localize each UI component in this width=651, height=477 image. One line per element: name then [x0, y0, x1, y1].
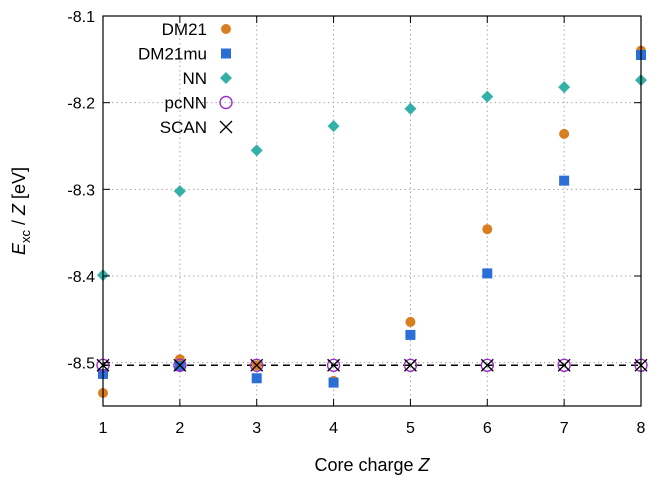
y-tick-label: -8.3: [67, 182, 95, 199]
point-pcnn: [250, 358, 264, 372]
point-nn: [481, 90, 494, 103]
plot-frame: [102, 15, 642, 407]
x-tick-label: 3: [252, 420, 261, 437]
x-tick-label: 2: [175, 420, 184, 437]
point-pcnn: [557, 358, 571, 372]
legend-marker-pcnn: [219, 95, 233, 110]
x-tick-label: 6: [483, 420, 492, 437]
legend-label-dm21mu: DM21mu: [138, 45, 207, 64]
x-ticks: 1 2 3 4 5 6 7 8: [99, 16, 646, 437]
y-ticks: -8.1 -8.2 -8.3 -8.4 -8.5: [67, 9, 641, 373]
y-tick-label: -8.1: [67, 9, 95, 26]
x-tick-label: 4: [329, 420, 338, 437]
legend-label-nn: NN: [182, 69, 207, 88]
point-scan: [173, 358, 187, 372]
point-dm21: [482, 224, 493, 235]
legend-marker-dm21: [221, 24, 231, 34]
point-scan: [327, 358, 341, 372]
point-pcnn: [480, 358, 494, 372]
point-scan: [557, 358, 571, 372]
point-pcnn: [403, 358, 418, 372]
y-axis-title: Exc / Z [eV]: [9, 167, 33, 255]
legend-marker-scan: [219, 120, 233, 134]
grid-lines: [103, 16, 641, 406]
x-tick-label: 8: [637, 420, 646, 437]
y-tick-label: -8.5: [67, 356, 95, 373]
point-nn: [250, 144, 263, 157]
legend-label-dm21: DM21: [162, 20, 207, 39]
legend-marker-dm21mu: [221, 48, 231, 59]
legend-label-scan: SCAN: [160, 118, 207, 137]
point-dm21mu: [559, 175, 570, 186]
legend: DM21 DM21mu NN pcNN SCAN: [138, 20, 233, 137]
point-nn: [558, 81, 571, 94]
point-dm21mu: [328, 377, 339, 388]
point-scan: [250, 358, 264, 372]
y-tick-label: -8.2: [67, 96, 95, 113]
point-nn: [173, 185, 186, 198]
point-dm21: [559, 128, 570, 139]
point-pcnn: [173, 358, 187, 372]
legend-marker-nn: [220, 72, 232, 84]
point-dm21: [405, 316, 416, 327]
x-tick-label: 1: [99, 420, 108, 437]
point-dm21mu: [251, 373, 262, 384]
x-tick-label: 7: [560, 420, 569, 437]
point-nn: [404, 102, 417, 115]
point-scan: [403, 358, 417, 372]
y-tick-label: -8.4: [67, 269, 95, 286]
point-pcnn: [326, 358, 341, 372]
x-axis-title: Core charge Z: [314, 455, 430, 475]
point-dm21mu: [405, 329, 416, 340]
x-tick-label: 5: [406, 420, 415, 437]
point-scan: [480, 358, 494, 372]
legend-label-pcnn: pcNN: [164, 94, 207, 113]
point-nn: [327, 120, 340, 133]
point-dm21mu: [482, 268, 493, 279]
